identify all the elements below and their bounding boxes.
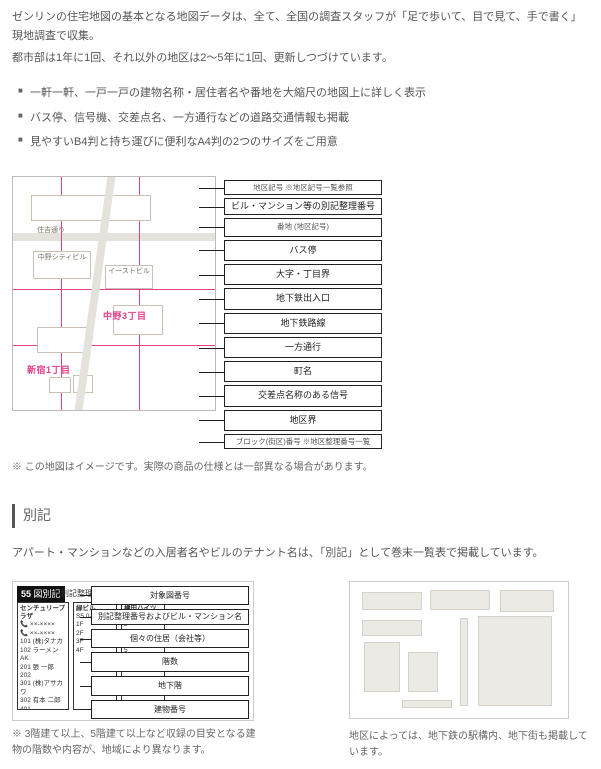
tenant-callout: 階数 (91, 652, 249, 672)
road-label: 住吉通り (37, 225, 65, 237)
intro-line-1: ゼンリンの住宅地図の基本となる地図データは、全て、全国の調査スタッフが「足で歩い… (12, 8, 589, 45)
figure-row: 55 図別記 ※別記整理番号一覧 センチュリープラザ📞 ××-×××× 📞 ××… (12, 581, 589, 761)
map-callout: 地下鉄路線 (224, 313, 382, 334)
map-callout: バス停 (224, 240, 382, 261)
station-column: 地区によっては、地下鉄の駅構内、地下街も掲載しています。 (349, 581, 589, 761)
tenant-callouts: 対象図番号 別記整理番号およびビル・マンション名 個々の住居（会社等） 階数 地… (91, 586, 249, 720)
map-callout: 一方通行 (224, 337, 382, 358)
feature-item: 一軒一軒、一戸一戸の建物名称・居住者名や番地を大縮尺の地図上に詳しく表示 (18, 84, 589, 103)
map-callout: ブロック(街区)番号 ※地区整理番号一覧 (224, 434, 382, 449)
tenant-callout: 地下階 (91, 676, 249, 696)
map-callouts: 地区記号 ※地区記号一覧参照 ビル・マンション等の別記整理番号 番地 (地区記号… (224, 176, 382, 449)
feature-item: 見やすいB4判と持ち運びに便利なA4判の2つのサイズをご用意 (18, 133, 589, 152)
map-callout: ビル・マンション等の別記整理番号 (224, 198, 382, 215)
map-callout: 地区界 (224, 410, 382, 431)
tenant-note: ※ 3階建て以上、5階建て以上など収録の目安となる建物の階数や内容が、地域により… (12, 727, 262, 759)
tenant-col-a: センチュリープラザ📞 ××-×××× 📞 ××-×××× 101 (株)タナカ … (17, 602, 69, 710)
tenant-callout: 別記整理番号およびビル・マンション名 (91, 609, 249, 625)
map-callout: 大字・丁目界 (224, 264, 382, 285)
map-figure: 住吉通り 中野シティビル イーストビル 中野3丁目 新宿1丁目 地区記号 ※地区… (12, 176, 589, 449)
district-label: 新宿1丁目 (27, 363, 71, 378)
section-lead: アパート・マンションなどの入居者名やビルのテナント名は、「別記」として巻末一覧表… (12, 544, 589, 563)
map-callout: 地区記号 ※地区記号一覧参照 (224, 180, 382, 195)
station-figure (349, 581, 569, 719)
building-label: イーストビル (106, 266, 152, 276)
map-callout: 交差点名称のある信号 (224, 385, 382, 406)
tenant-column: 55 図別記 ※別記整理番号一覧 センチュリープラザ📞 ××-×××× 📞 ××… (12, 581, 262, 759)
tenant-callout: 対象図番号 (91, 586, 249, 606)
feature-item: バス停、信号機、交差点名、一方通行などの道路交通情報も掲載 (18, 109, 589, 128)
map-note: ※ この地図はイメージです。実際の商品の仕様とは一部異なる場合があります。 (12, 459, 589, 476)
intro-block: ゼンリンの住宅地図の基本となる地図データは、全て、全国の調査スタッフが「足で歩い… (12, 8, 589, 68)
map-callout: 地下鉄出入口 (224, 288, 382, 309)
map-callout: 番地 (地区記号) (224, 218, 382, 237)
map-callout: 町名 (224, 361, 382, 382)
feature-list: 一軒一軒、一戸一戸の建物名称・居住者名や番地を大縮尺の地図上に詳しく表示 バス停… (12, 84, 589, 152)
tenant-callout: 個々の住居（会社等） (91, 629, 249, 649)
intro-line-2: 都市部は1年に1回、それ以外の地区は2～5年に1回、更新しつづけています。 (12, 49, 589, 68)
section-heading: 別記 (12, 504, 589, 528)
tenant-callout: 建物番号 (91, 700, 249, 720)
map-box: 住吉通り 中野シティビル イーストビル 中野3丁目 新宿1丁目 (12, 176, 216, 411)
district-label: 中野3丁目 (103, 309, 147, 324)
station-note: 地区によっては、地下鉄の駅構内、地下街も掲載しています。 (349, 729, 589, 761)
building-label: 中野シティビル (34, 252, 90, 262)
